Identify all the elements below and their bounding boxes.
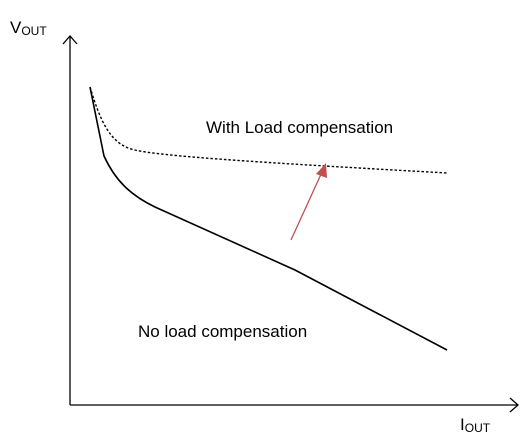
x-axis-label: IOUT: [460, 415, 491, 434]
x-axis-label-main: I: [460, 415, 465, 434]
y-axis-label-sub: OUT: [21, 24, 47, 38]
y-axis-label: VOUT: [10, 18, 47, 38]
shift-arrow: [290, 171, 323, 241]
compensated-label: With Load compensation: [206, 118, 393, 137]
shift-arrowhead: [316, 163, 327, 178]
x-axis-label-sub: OUT: [465, 421, 491, 434]
y-axis-arrowhead: [62, 35, 78, 45]
uncompensated-label: No load compensation: [138, 322, 307, 341]
x-axis-arrowhead: [509, 397, 519, 413]
uncompensated-curve: [89, 86, 448, 351]
compensated-curve: [89, 86, 448, 174]
y-axis-label-main: V: [10, 18, 22, 37]
